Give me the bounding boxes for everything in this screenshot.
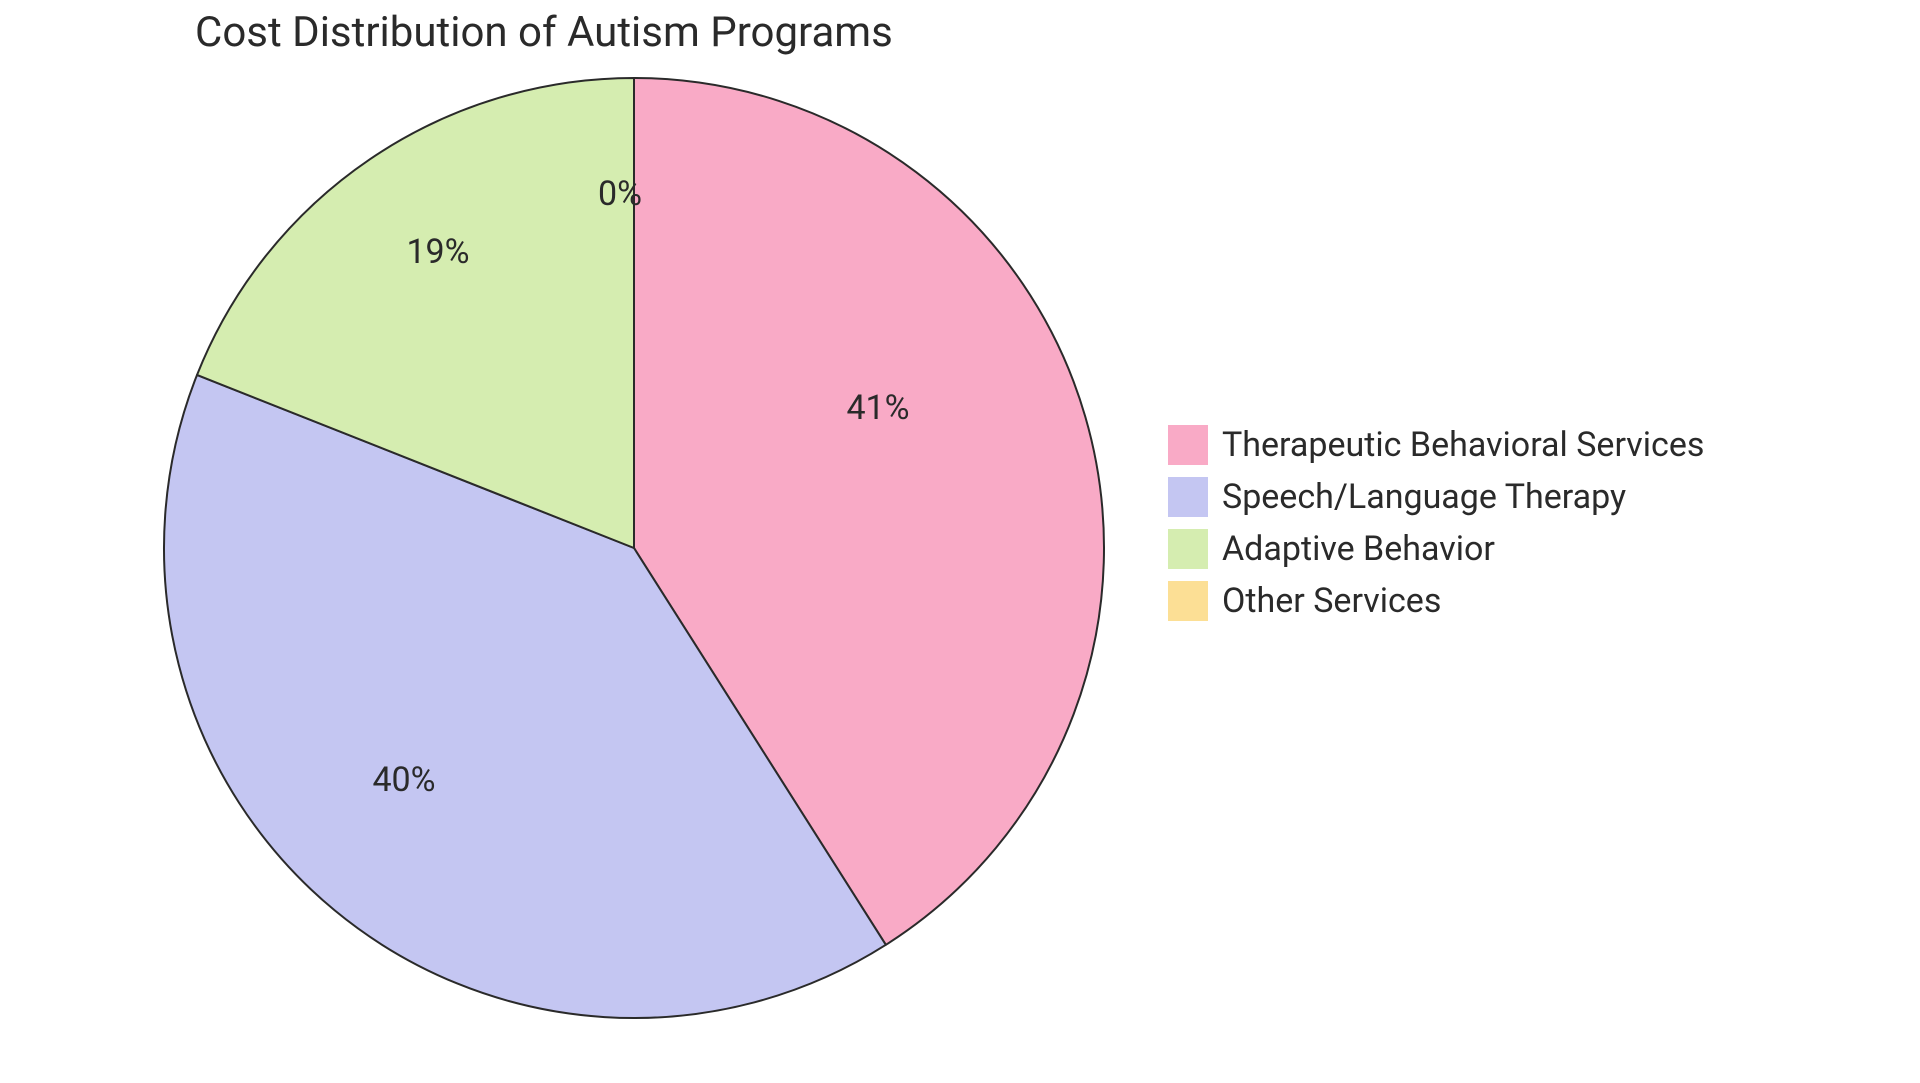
legend-label: Adaptive Behavior — [1222, 529, 1495, 569]
slice-label: 19% — [406, 232, 469, 272]
chart-title: Cost Distribution of Autism Programs — [195, 8, 893, 57]
legend-swatch — [1168, 425, 1208, 465]
legend-swatch — [1168, 581, 1208, 621]
legend-label: Therapeutic Behavioral Services — [1222, 425, 1704, 465]
slice-label: 0% — [598, 174, 642, 214]
legend-item: Therapeutic Behavioral Services — [1168, 425, 1704, 465]
legend-item: Speech/Language Therapy — [1168, 477, 1704, 517]
legend-item: Other Services — [1168, 581, 1704, 621]
legend: Therapeutic Behavioral Services Speech/La… — [1168, 425, 1704, 621]
pie-chart — [160, 74, 1108, 1022]
legend-item: Adaptive Behavior — [1168, 529, 1704, 569]
legend-swatch — [1168, 477, 1208, 517]
slice-label: 41% — [846, 388, 909, 428]
legend-swatch — [1168, 529, 1208, 569]
pie-svg — [160, 74, 1108, 1022]
legend-label: Speech/Language Therapy — [1222, 477, 1626, 517]
legend-label: Other Services — [1222, 581, 1441, 621]
chart-container: Cost Distribution of Autism Programs The… — [0, 0, 1920, 1083]
slice-label: 40% — [372, 760, 435, 800]
